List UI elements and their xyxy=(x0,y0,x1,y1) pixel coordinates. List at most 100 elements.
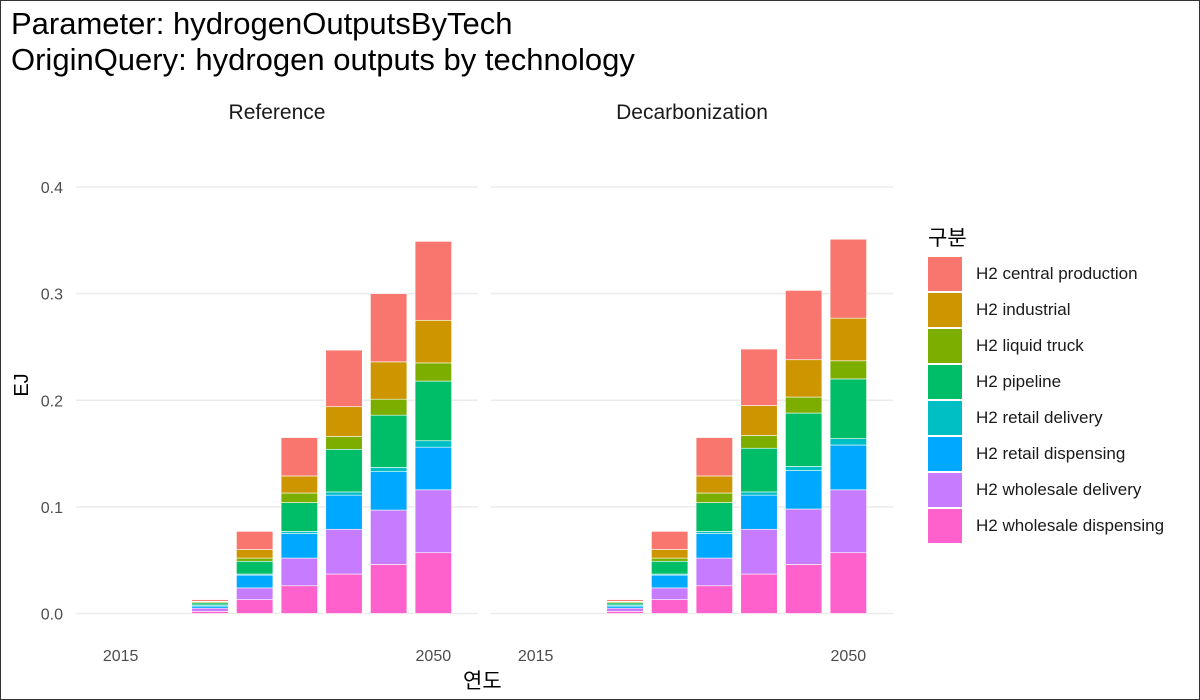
bar-segment xyxy=(695,557,733,587)
bar-segment xyxy=(695,502,733,532)
bar-segment xyxy=(325,573,363,614)
y-tick-label: 0.0 xyxy=(41,607,63,624)
bar-segment xyxy=(414,552,452,614)
bar-segment xyxy=(370,293,408,363)
bar-segment xyxy=(695,475,733,494)
y-tick-label: 0.1 xyxy=(41,500,63,517)
legend-label: H2 central production xyxy=(976,264,1138,283)
chart-title-line-1: Parameter: hydrogenOutputsByTech xyxy=(11,6,513,41)
legend-label: H2 retail dispensing xyxy=(976,444,1126,463)
legend-key-swatch xyxy=(928,365,962,399)
bar-segment xyxy=(414,380,452,442)
bar-segment xyxy=(414,446,452,491)
bar-segment xyxy=(785,412,823,467)
chart-title-line-2: OriginQuery: hydrogen outputs by technol… xyxy=(11,42,635,77)
legend-label: H2 wholesale delivery xyxy=(976,480,1142,499)
x-tick-label: 2015 xyxy=(518,648,554,665)
bar-segment xyxy=(280,533,318,559)
bar-segment xyxy=(651,599,689,614)
bar-segment xyxy=(740,435,778,449)
bar-segment xyxy=(191,599,229,602)
bar-segment xyxy=(829,444,867,491)
bar-segment xyxy=(280,492,318,503)
bar-segment xyxy=(191,611,229,614)
bar-segment xyxy=(785,359,823,398)
bar-segment xyxy=(191,605,229,609)
y-tick-label: 0.4 xyxy=(41,180,63,197)
bar-segment xyxy=(695,492,733,503)
bar-segment xyxy=(280,475,318,494)
bar-segment xyxy=(325,491,363,496)
bar-segment xyxy=(740,405,778,436)
y-tick-label: 0.3 xyxy=(41,287,63,304)
legend-label: H2 industrial xyxy=(976,300,1071,319)
x-tick-label: 2015 xyxy=(103,648,139,665)
bar-segment xyxy=(280,557,318,587)
bar-segment xyxy=(414,241,452,321)
bar-segment xyxy=(370,398,408,416)
bar-segment xyxy=(325,436,363,450)
bar-segment xyxy=(785,290,823,361)
bar-segment xyxy=(740,348,778,406)
bar-segment xyxy=(695,585,733,614)
legend-key-swatch xyxy=(928,473,962,507)
y-tick-label: 0.2 xyxy=(41,393,63,410)
legend-label: H2 retail delivery xyxy=(976,408,1103,427)
bar-segment xyxy=(829,317,867,362)
bar-segment xyxy=(280,502,318,532)
bar-segment xyxy=(414,440,452,448)
legend-key-swatch xyxy=(928,257,962,291)
legend-item: H2 wholesale dispensing xyxy=(928,508,1164,544)
legend-item: H2 industrial xyxy=(928,292,1164,328)
legend-key-swatch xyxy=(928,401,962,435)
legend-label: H2 liquid truck xyxy=(976,336,1084,355)
bar-segment xyxy=(829,360,867,380)
bar-segment xyxy=(280,531,318,534)
bar-segment xyxy=(606,602,644,606)
legend-item: H2 central production xyxy=(928,256,1164,292)
bar-segment xyxy=(606,605,644,609)
bar-segment xyxy=(191,602,229,606)
bar-segment xyxy=(370,361,408,400)
bar-segment xyxy=(740,491,778,496)
bar-segment xyxy=(280,437,318,477)
bar-segment xyxy=(236,599,274,614)
bar-segment xyxy=(606,611,644,614)
bar-segment xyxy=(740,573,778,614)
legend-item: H2 pipeline xyxy=(928,364,1164,400)
bar-segment xyxy=(370,414,408,468)
bar-segment xyxy=(651,531,689,550)
bar-segment xyxy=(325,406,363,437)
legend-item: H2 liquid truck xyxy=(928,328,1164,364)
bar-segment xyxy=(651,557,689,562)
legend-key-swatch xyxy=(928,437,962,471)
bar-segment xyxy=(325,528,363,575)
legend-items: H2 central production H2 industrial H2 liq… xyxy=(928,256,1164,544)
bar-segment xyxy=(236,557,274,562)
x-tick-label: 2050 xyxy=(831,648,867,665)
bar-segment xyxy=(785,564,823,614)
bar-segment xyxy=(370,471,408,511)
bar-segment xyxy=(325,494,363,530)
bar-segment xyxy=(695,531,733,534)
bar-segment xyxy=(785,470,823,510)
bar-segment xyxy=(414,319,452,364)
bar-segment xyxy=(236,574,274,589)
bar-segment xyxy=(695,533,733,559)
bar-segment xyxy=(414,489,452,554)
legend-item: H2 retail delivery xyxy=(928,400,1164,436)
bar-segment xyxy=(606,599,644,602)
bar-segment xyxy=(785,466,823,471)
legend-title: 구분 xyxy=(928,226,967,250)
x-tick-label: 2050 xyxy=(416,648,452,665)
bar-segment xyxy=(325,349,363,407)
bar-segment xyxy=(325,448,363,493)
bar-segment xyxy=(829,489,867,554)
bar-segment xyxy=(785,508,823,565)
bar-segment xyxy=(236,531,274,550)
bar-segment xyxy=(740,494,778,530)
bar-segment xyxy=(695,437,733,477)
bar-segment xyxy=(829,238,867,319)
legend-item: H2 retail dispensing xyxy=(928,436,1164,472)
